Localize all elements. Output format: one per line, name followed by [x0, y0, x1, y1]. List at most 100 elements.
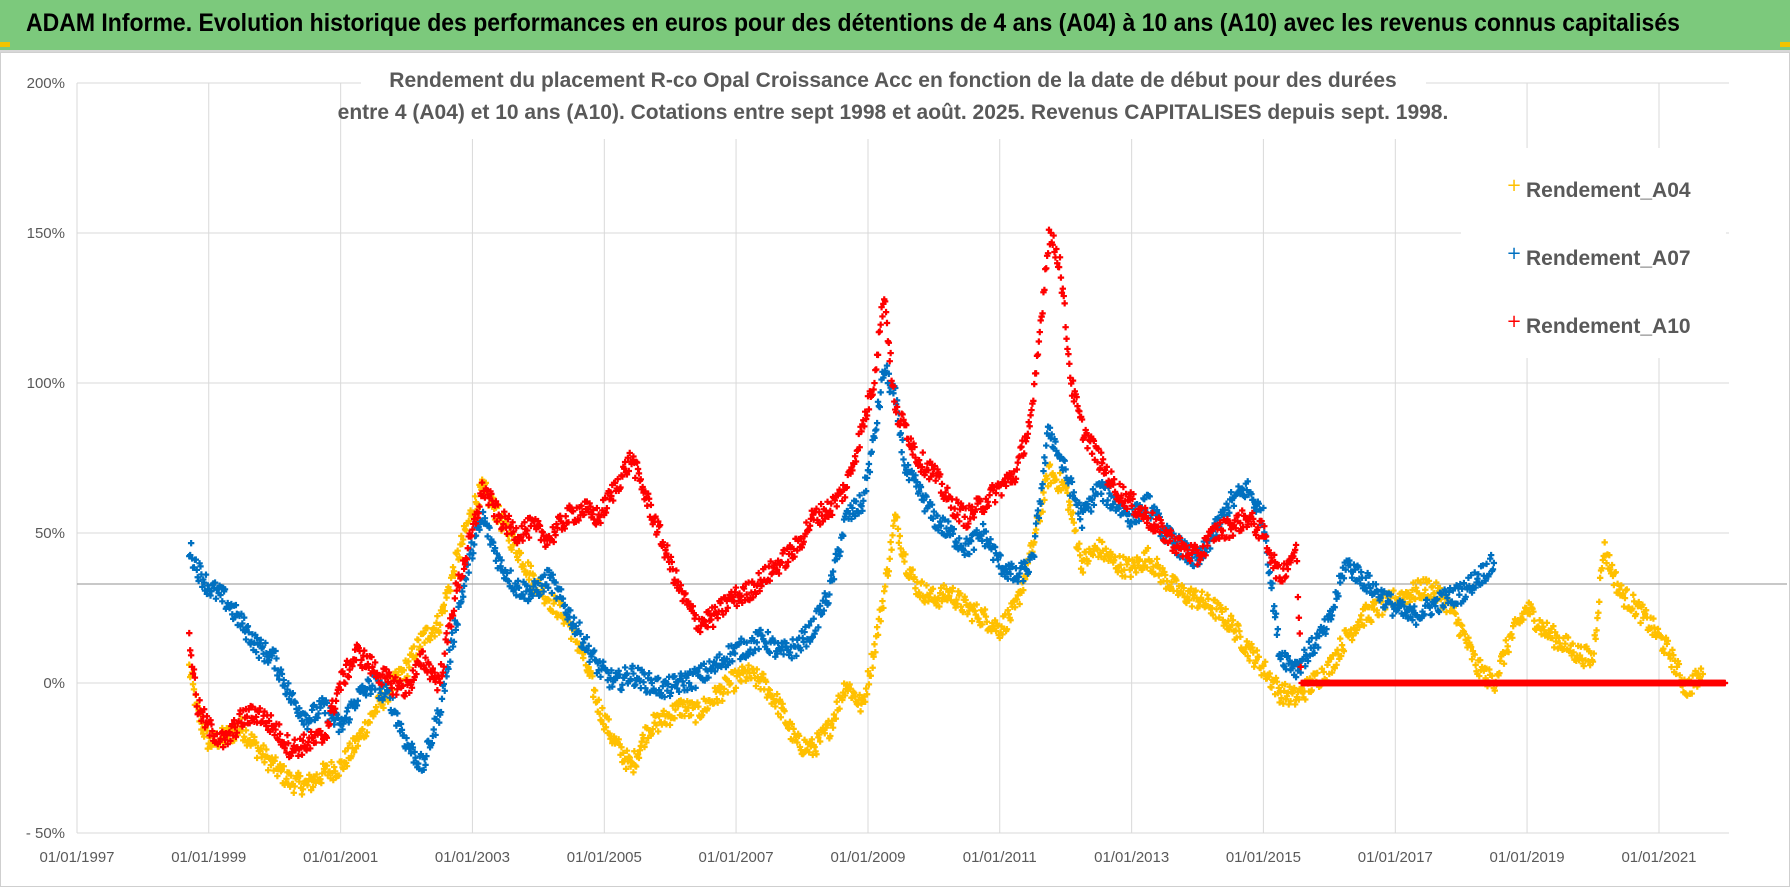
data-point — [285, 680, 292, 687]
data-point — [898, 448, 905, 456]
data-point — [622, 765, 630, 773]
data-point — [1065, 506, 1072, 513]
x-tick-label: 01/01/1999 — [171, 849, 246, 866]
data-point — [805, 622, 813, 629]
data-point — [833, 503, 840, 510]
data-point — [1476, 656, 1484, 664]
data-point — [494, 501, 502, 508]
data-point — [304, 725, 311, 733]
data-point — [620, 465, 628, 472]
data-point — [307, 728, 315, 736]
data-point — [491, 544, 499, 552]
data-point — [1144, 544, 1152, 552]
data-point — [1490, 559, 1498, 567]
data-point — [366, 719, 373, 726]
data-point — [624, 454, 632, 461]
data-point — [851, 512, 859, 520]
data-point — [433, 619, 440, 627]
data-point — [1323, 625, 1330, 633]
data-point — [1028, 406, 1035, 414]
data-point — [739, 663, 746, 670]
data-point — [1606, 551, 1613, 559]
data-point — [625, 467, 633, 475]
data-point — [671, 673, 678, 680]
data-point — [500, 520, 507, 528]
data-point — [543, 581, 550, 588]
data-point — [1266, 568, 1273, 576]
data-point — [456, 584, 463, 591]
data-point — [760, 671, 767, 678]
data-point — [1073, 393, 1080, 401]
data-point — [1502, 637, 1510, 644]
data-point — [1088, 450, 1096, 457]
data-point — [1130, 490, 1137, 498]
data-point — [1266, 549, 1273, 557]
data-point — [733, 602, 740, 610]
data-point — [549, 608, 556, 615]
data-point — [995, 563, 1003, 570]
data-point — [653, 722, 660, 729]
data-point — [549, 571, 556, 578]
data-point — [1021, 559, 1029, 567]
data-point — [1146, 493, 1153, 500]
data-point — [394, 710, 401, 717]
data-point — [1333, 661, 1340, 669]
data-point — [1372, 599, 1380, 606]
x-tick-label: 01/01/2019 — [1490, 849, 1565, 866]
data-point — [1462, 593, 1469, 601]
data-point — [1166, 537, 1174, 545]
data-point — [513, 524, 520, 532]
data-point — [719, 697, 726, 705]
data-point — [1243, 638, 1250, 645]
data-point — [816, 602, 824, 610]
data-point — [1608, 561, 1616, 569]
data-point — [1327, 655, 1335, 662]
x-tick-label: 01/01/1997 — [39, 849, 114, 866]
data-point — [1209, 611, 1217, 618]
data-point — [1069, 377, 1077, 384]
data-point — [862, 487, 870, 495]
data-point — [450, 638, 458, 646]
chart-title-line-1: Rendement du placement R-co Opal Croissa… — [389, 69, 1396, 92]
data-point — [1163, 577, 1171, 585]
data-point — [1348, 574, 1356, 581]
data-point — [283, 775, 290, 783]
data-point — [1328, 612, 1336, 619]
data-point — [1427, 593, 1434, 601]
data-point — [252, 713, 260, 721]
data-point — [1012, 475, 1020, 482]
data-point — [627, 675, 634, 683]
data-point — [193, 566, 200, 574]
data-point — [1287, 559, 1294, 566]
data-point — [731, 650, 739, 657]
data-point — [1279, 578, 1286, 585]
data-point — [1098, 490, 1105, 497]
data-point — [1467, 571, 1475, 579]
data-point — [1244, 652, 1251, 660]
data-point — [260, 742, 267, 749]
data-point — [775, 570, 783, 577]
series-rendement_a10 — [186, 226, 1729, 761]
data-point — [797, 647, 805, 654]
data-point — [1488, 672, 1496, 680]
data-point — [1076, 408, 1083, 415]
data-point — [1268, 684, 1275, 691]
data-point — [862, 685, 870, 692]
data-point — [355, 735, 362, 743]
data-point — [979, 621, 986, 628]
data-point — [1159, 523, 1166, 530]
data-point — [1041, 454, 1048, 461]
data-point — [1237, 633, 1244, 641]
data-point — [240, 721, 248, 728]
data-point — [519, 537, 526, 544]
data-point — [190, 686, 198, 693]
data-point — [1215, 514, 1222, 521]
data-point — [885, 568, 893, 575]
data-point — [296, 778, 303, 785]
data-point — [1337, 652, 1345, 660]
data-point — [428, 739, 436, 747]
data-point — [1110, 481, 1117, 488]
data-point — [1448, 598, 1456, 605]
data-point — [419, 648, 426, 655]
data-point — [557, 586, 565, 593]
